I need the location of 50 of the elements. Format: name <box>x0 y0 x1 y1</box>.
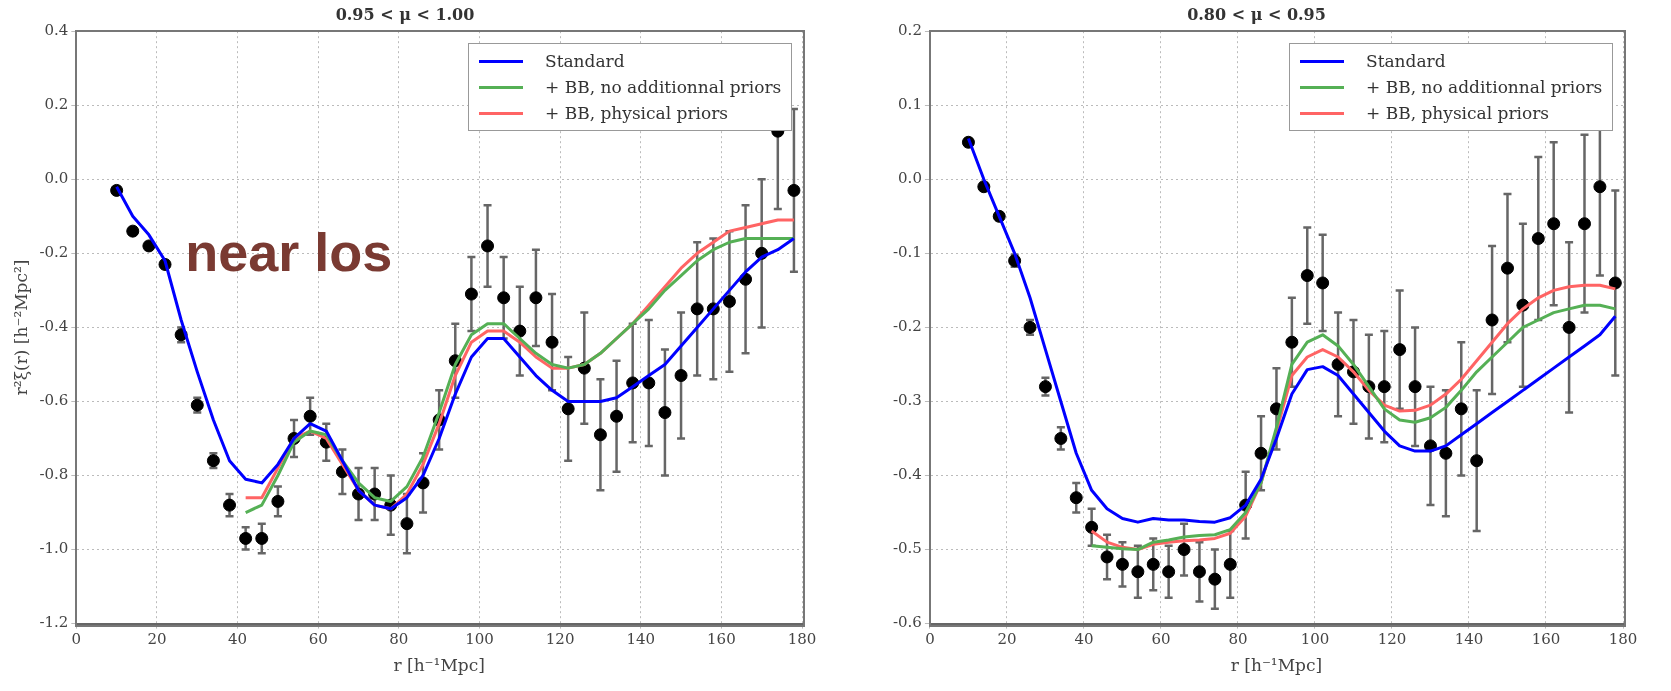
y-tick-label: -0.2 <box>39 243 69 262</box>
y-tick-label: -0.8 <box>39 465 69 484</box>
x-tick-label: 120 <box>545 630 575 649</box>
y-tick-label: -1.2 <box>39 613 69 632</box>
y-tick-label: 0.0 <box>898 169 922 188</box>
x-tick-label: 60 <box>1151 630 1171 649</box>
legend-label: + BB, no additionnal priors <box>545 77 782 98</box>
x-tick-label: 20 <box>997 630 1017 649</box>
y-tick-label: -0.2 <box>892 317 922 336</box>
y-tick-label: 0.2 <box>898 21 922 40</box>
y-tick-label: -0.6 <box>892 613 922 632</box>
chart-title: 0.95 < μ < 1.00 <box>335 4 475 24</box>
x-tick-label: 140 <box>626 630 656 649</box>
x-axis-title: r [h⁻¹Mpc] <box>1230 655 1323 676</box>
x-tick-label: 0 <box>71 630 82 649</box>
y-tick-label: -0.6 <box>39 391 69 410</box>
x-axis-title: r [h⁻¹Mpc] <box>393 655 485 676</box>
x-tick-label: 60 <box>308 630 328 649</box>
x-tick-label: 0 <box>925 630 935 649</box>
legend-label: Standard <box>1366 51 1446 72</box>
x-tick-label: 80 <box>1228 630 1248 649</box>
x-tick-label: 160 <box>1531 630 1561 649</box>
legend-label: + BB, no additionnal priors <box>1366 77 1603 98</box>
x-tick-label: 40 <box>1074 630 1094 649</box>
annotation: near los <box>185 220 393 283</box>
x-tick-label: 160 <box>707 630 736 649</box>
x-tick-label: 140 <box>1454 630 1484 649</box>
y-tick-label: -0.1 <box>892 243 922 262</box>
y-tick-label: -1.0 <box>39 539 69 558</box>
x-tick-label: 100 <box>465 630 494 649</box>
legend-label: + BB, physical priors <box>545 103 729 124</box>
y-tick-label: -0.3 <box>892 391 922 410</box>
x-tick-label: 180 <box>787 630 817 649</box>
y-tick-label: -0.4 <box>39 317 69 336</box>
y-tick-label: 0.0 <box>44 169 69 188</box>
y-tick-label: -0.4 <box>892 465 922 484</box>
x-tick-label: 120 <box>1377 630 1407 649</box>
chart-title: 0.80 < μ < 0.95 <box>1187 4 1326 24</box>
legend-label: + BB, physical priors <box>1366 103 1550 124</box>
x-tick-label: 180 <box>1608 630 1638 649</box>
y-tick-label: -0.5 <box>892 539 922 558</box>
x-tick-label: 40 <box>228 630 248 649</box>
x-tick-label: 100 <box>1300 630 1330 649</box>
x-tick-label: 80 <box>389 630 409 649</box>
legend-label: Standard <box>545 51 625 72</box>
y-tick-label: 0.4 <box>44 21 69 40</box>
x-tick-label: 20 <box>147 630 167 649</box>
y-axis-title: r²ξ(r) [h⁻²Mpc²] <box>10 259 31 396</box>
y-tick-label: 0.2 <box>44 95 69 114</box>
y-tick-label: 0.1 <box>898 95 922 114</box>
